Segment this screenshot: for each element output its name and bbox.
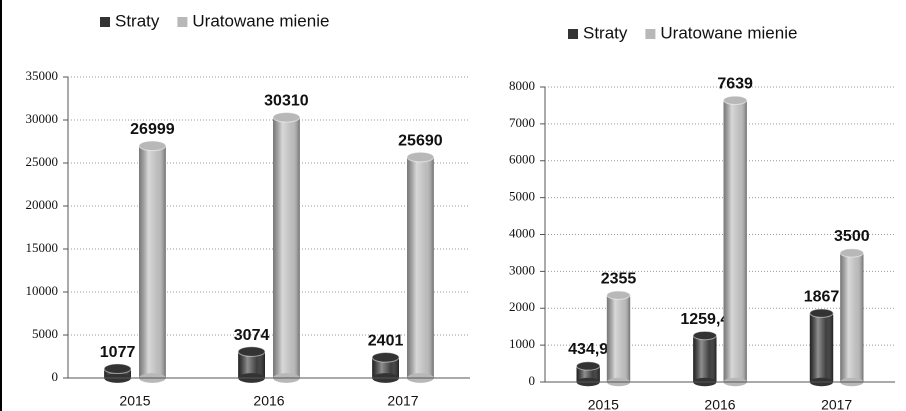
bar-shade [840,252,864,382]
bar-top [723,95,748,106]
bar-top [606,290,631,300]
bar-shade [273,117,300,379]
y-tick-label: 20000 [26,197,59,212]
value-label: 434,9 [568,341,608,358]
bar-shade [723,100,747,382]
bar-shade [693,335,717,382]
bar-top [576,361,601,371]
value-label: 7639 [717,76,753,93]
y-tick-label: 6000 [509,152,535,167]
y-tick-label: 15000 [26,240,59,255]
y-tick-label: 10000 [26,283,59,298]
bar-shade [809,313,834,382]
y-tick-label: 30000 [26,111,59,126]
bar-top [237,346,266,357]
bar-shade [407,157,434,378]
legend-swatch [177,17,188,27]
y-tick-label: 0 [52,369,59,384]
x-tick-label: 2015 [119,393,150,409]
bar-shade [139,145,166,378]
y-tick-label: 3000 [509,262,535,277]
legend-label: Uratowane mienie [192,11,329,30]
legend-label: Straty [115,11,160,30]
bar-top [138,140,167,152]
bar-top [406,151,435,163]
y-tick-label: 8000 [509,78,535,93]
bar-top [103,363,132,375]
bar-shade [372,357,399,378]
legend-swatch [645,29,656,39]
bar-top [839,248,864,258]
x-tick-label: 2016 [253,393,284,409]
y-tick-label: 25000 [26,154,59,169]
value-label: 2401 [368,333,404,350]
y-tick-label: 2000 [509,299,535,314]
y-tick-label: 5000 [509,189,535,204]
y-tick-label: 35000 [26,68,59,83]
bar-top [371,352,400,363]
y-tick-label: 4000 [509,225,535,240]
value-label: 26999 [130,121,175,138]
y-tick-label: 0 [529,373,536,388]
bar-top [809,308,834,318]
value-label: 2355 [601,270,637,287]
y-tick-label: 7000 [509,115,535,130]
legend-swatch [100,17,110,27]
bar-top [692,330,717,341]
y-tick-label: 5000 [32,326,58,341]
x-tick-label: 2015 [588,397,619,411]
bar-shade [606,295,631,382]
x-tick-label: 2017 [821,397,852,411]
y-tick-label: 1000 [509,336,535,351]
value-label: 30310 [264,93,309,110]
value-label: 1077 [100,344,136,361]
legend-label: Straty [583,23,628,42]
value-label: 1867 [804,288,840,305]
value-label: 3500 [834,228,870,245]
x-tick-label: 2016 [704,397,735,411]
value-label: 25690 [398,132,443,149]
legend-swatch [568,29,578,39]
x-tick-label: 2017 [387,393,418,409]
legend-label: Uratowane mienie [660,23,797,42]
value-label: 1259,4 [680,311,729,328]
value-label: 3074 [234,327,270,344]
bar-top [272,112,301,123]
